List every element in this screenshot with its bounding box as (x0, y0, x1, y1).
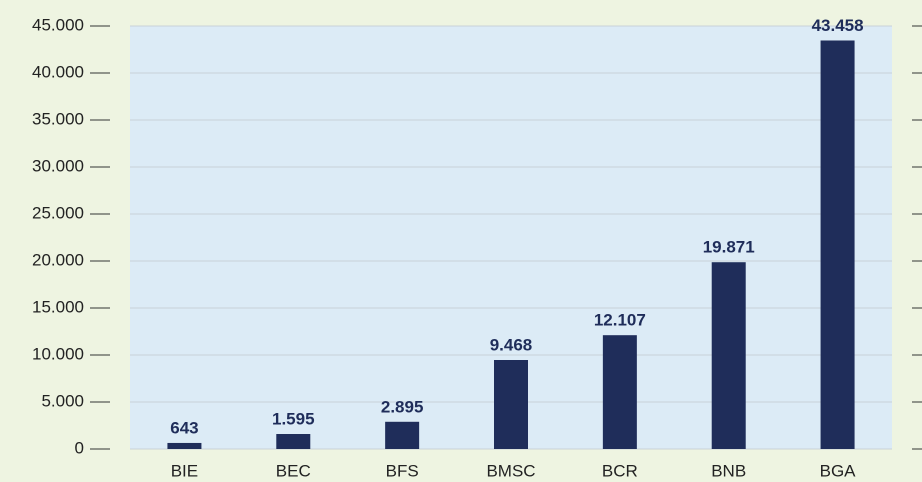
y-tick-label: 35.000 (32, 109, 84, 128)
bar (602, 335, 637, 449)
value-label: 19.871 (703, 238, 755, 257)
y-tick-label: 0 (75, 438, 84, 457)
bar (385, 421, 420, 449)
x-tick-label: BFS (386, 461, 419, 480)
bar (167, 442, 202, 449)
value-label: 1.595 (272, 409, 315, 428)
y-tick-label: 30.000 (32, 156, 84, 175)
value-label: 9.468 (490, 335, 533, 354)
x-tick-label: BNB (711, 461, 746, 480)
y-tick-label: 25.000 (32, 203, 84, 222)
x-tick-label: BEC (276, 461, 311, 480)
value-label: 643 (170, 418, 198, 437)
x-tick-label: BGA (820, 461, 857, 480)
y-tick-label: 40.000 (32, 62, 84, 81)
value-label: 2.895 (381, 397, 424, 416)
value-label: 43.458 (812, 16, 864, 35)
y-tick-label: 5.000 (41, 391, 84, 410)
bar (494, 360, 528, 449)
x-tick-label: BMSC (486, 461, 535, 480)
bar (820, 40, 855, 449)
bar (276, 434, 311, 449)
x-tick-label: BCR (602, 461, 638, 480)
value-label: 12.107 (594, 311, 646, 330)
y-tick-label: 45.000 (32, 15, 84, 34)
x-tick-label: BIE (171, 461, 198, 480)
y-tick-label: 10.000 (32, 344, 84, 363)
y-tick-label: 20.000 (32, 250, 84, 269)
bar (711, 262, 746, 449)
y-tick-label: 15.000 (32, 297, 84, 316)
